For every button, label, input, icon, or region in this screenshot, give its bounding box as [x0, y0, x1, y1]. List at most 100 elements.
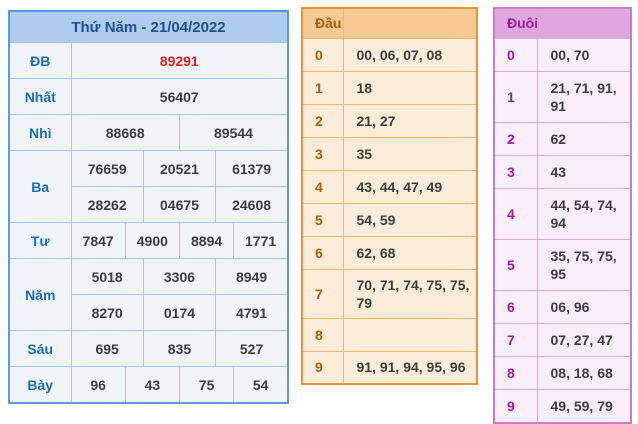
prize-value: 96 — [70, 366, 126, 404]
prize-row-nhi: Nhì 88668 89544 — [8, 114, 289, 151]
dau-values — [342, 317, 478, 352]
duoi-values: 49, 59, 79 — [536, 388, 632, 423]
prize-value: 76659 — [70, 150, 144, 187]
duoi-row: 0 00, 70 — [493, 37, 632, 72]
prize-value: 3306 — [142, 258, 217, 295]
dau-row: 4 43, 44, 47, 49 — [301, 169, 478, 204]
prize-value: 20521 — [142, 150, 217, 187]
dau-digit: 6 — [301, 235, 344, 270]
dau-row: 6 62, 68 — [301, 235, 478, 270]
duoi-row: 7 07, 27, 47 — [493, 322, 632, 357]
duoi-digit: 2 — [493, 121, 538, 156]
duoi-title: Đuôi — [493, 7, 538, 39]
prize-value: 8270 — [70, 294, 144, 331]
prize-value: 8949 — [215, 258, 289, 295]
prize-value: 56407 — [70, 78, 289, 115]
dau-values: 91, 91, 94, 95, 96 — [342, 350, 478, 385]
prize-row-ba-2: 28262 04675 24608 — [9, 186, 289, 223]
dau-values: 00, 06, 07, 08 — [342, 37, 478, 72]
duoi-digit: 3 — [493, 154, 538, 189]
duoi-row: 2 62 — [493, 121, 632, 156]
dau-values: 21, 27 — [342, 103, 478, 138]
prize-value: 88668 — [70, 114, 180, 151]
dau-row: 3 35 — [301, 136, 478, 171]
prize-row-tu: Tư 7847 4900 8894 1771 — [8, 222, 289, 259]
dau-values: 62, 68 — [342, 235, 478, 270]
dau-row: 0 00, 06, 07, 08 — [301, 37, 478, 72]
duoi-row: 1 21, 71, 91, 91 — [493, 70, 632, 123]
duoi-digit: 9 — [493, 388, 538, 423]
prize-value: 28262 — [70, 186, 144, 223]
duoi-digit: 8 — [493, 355, 538, 390]
duoi-digit: 7 — [493, 322, 538, 357]
dau-header-row: Đầu — [301, 7, 478, 39]
prize-value: 54 — [233, 366, 289, 404]
prize-value: 527 — [215, 330, 289, 367]
dau-values: 35 — [342, 136, 478, 171]
prize-value: 5018 — [70, 258, 144, 295]
prize-row-bay: Bày 96 43 75 54 — [8, 366, 289, 404]
duoi-row: 3 43 — [493, 154, 632, 189]
prize-label-tu: Tư — [8, 222, 72, 259]
prize-value: 4791 — [215, 294, 289, 331]
prize-value: 04675 — [142, 186, 217, 223]
dau-row: 5 54, 59 — [301, 202, 478, 237]
duoi-values: 00, 70 — [536, 37, 632, 72]
prize-label-ba: Ba — [8, 150, 72, 223]
prize-value: 0174 — [142, 294, 217, 331]
prize-row-nam-1: Năm 5018 3306 8949 — [8, 258, 289, 331]
dau-header-spacer — [342, 7, 478, 39]
results-header-row: Thứ Năm - 21/04/2022 — [8, 10, 289, 43]
duoi-row: 6 06, 96 — [493, 289, 632, 324]
duoi-row: 5 35, 75, 75, 95 — [493, 238, 632, 291]
prize-label-nhi: Nhì — [8, 114, 72, 151]
duoi-digit: 6 — [493, 289, 538, 324]
results-table: Thứ Năm - 21/04/2022 ĐB 89291 Nhất 56407… — [8, 10, 289, 404]
prize-row-nam-2: 8270 0174 4791 — [9, 294, 289, 331]
prize-value: 695 — [70, 330, 144, 367]
dau-values: 54, 59 — [342, 202, 478, 237]
prize-row-nhat: Nhất 56407 — [8, 78, 289, 115]
prize-label-sau: Sáu — [8, 330, 72, 367]
dau-row: 8 — [301, 317, 478, 352]
duoi-values: 35, 75, 75, 95 — [536, 238, 632, 291]
prize-value: 835 — [142, 330, 217, 367]
dau-digit: 4 — [301, 169, 344, 204]
dau-digit: 0 — [301, 37, 344, 72]
prize-value: 75 — [178, 366, 235, 404]
dau-table: Đầu 0 00, 06, 07, 08 1 18 2 21, 27 3 35 4 43,… — [301, 7, 478, 385]
dau-digit: 7 — [301, 268, 344, 319]
duoi-values: 44, 54, 74, 94 — [536, 187, 632, 240]
draw-date-title: Thứ Năm - 21/04/2022 — [8, 10, 289, 43]
prize-value: 1771 — [233, 222, 289, 259]
prize-value: 43 — [124, 366, 180, 404]
prize-value: 89544 — [178, 114, 289, 151]
duoi-digit: 0 — [493, 37, 538, 72]
duoi-digit: 4 — [493, 187, 538, 240]
prize-label-nhat: Nhất — [8, 78, 72, 115]
dau-row: 2 21, 27 — [301, 103, 478, 138]
dau-digit: 5 — [301, 202, 344, 237]
dau-digit: 9 — [301, 350, 344, 385]
dau-digit: 3 — [301, 136, 344, 171]
duoi-values: 08, 18, 68 — [536, 355, 632, 390]
dau-title: Đầu — [301, 7, 344, 39]
dau-digit: 1 — [301, 70, 344, 105]
prize-db-value: 89291 — [70, 42, 289, 79]
duoi-values: 06, 96 — [536, 289, 632, 324]
prize-label-db: ĐB — [8, 42, 72, 79]
duoi-values: 21, 71, 91, 91 — [536, 70, 632, 123]
dau-values: 70, 71, 74, 75, 75, 79 — [342, 268, 478, 319]
duoi-row: 9 49, 59, 79 — [493, 388, 632, 423]
duoi-values: 07, 27, 47 — [536, 322, 632, 357]
prize-value: 8894 — [178, 222, 235, 259]
prize-value: 24608 — [215, 186, 289, 223]
duoi-values: 62 — [536, 121, 632, 156]
dau-row: 9 91, 91, 94, 95, 96 — [301, 350, 478, 385]
prize-row-ba-1: Ba 76659 20521 61379 — [8, 150, 289, 223]
duoi-digit: 5 — [493, 238, 538, 291]
dau-digit: 2 — [301, 103, 344, 138]
prize-value: 7847 — [70, 222, 126, 259]
duoi-values: 43 — [536, 154, 632, 189]
prize-label-bay: Bày — [8, 366, 72, 404]
